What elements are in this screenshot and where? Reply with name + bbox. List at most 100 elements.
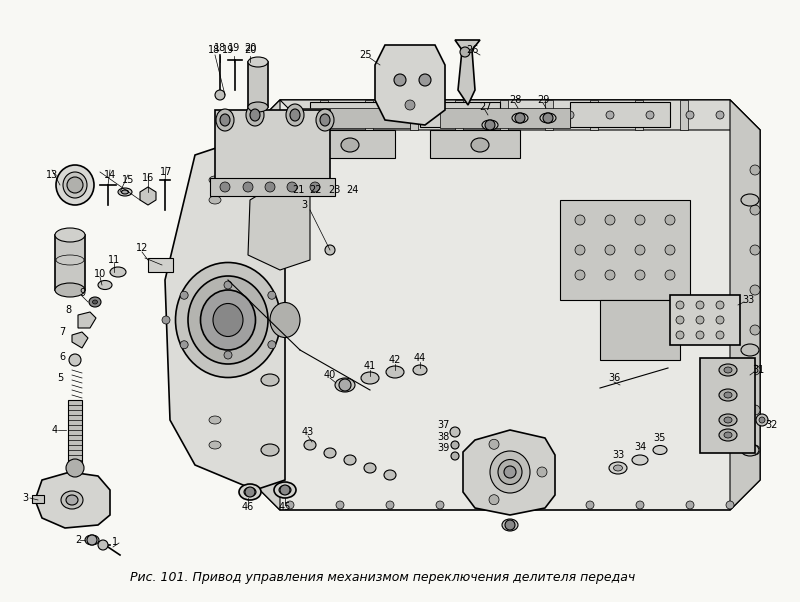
Text: 3: 3 (301, 200, 307, 210)
Bar (560, 200, 690, 300)
Text: 33: 33 (612, 450, 624, 460)
Text: 20: 20 (244, 45, 256, 55)
Ellipse shape (250, 109, 260, 121)
Bar (500, 100, 508, 130)
Text: 33: 33 (742, 295, 754, 305)
Ellipse shape (471, 138, 489, 152)
Circle shape (366, 111, 374, 119)
Circle shape (268, 291, 276, 299)
Bar (700, 358, 755, 453)
Circle shape (215, 90, 225, 100)
Ellipse shape (324, 448, 336, 458)
Text: 31: 31 (752, 365, 764, 375)
Bar (590, 100, 598, 130)
Circle shape (575, 245, 585, 255)
Bar (440, 108, 570, 128)
Bar (290, 108, 410, 128)
Text: 17: 17 (160, 167, 172, 177)
Ellipse shape (55, 228, 85, 242)
Text: 43: 43 (302, 427, 314, 437)
Circle shape (750, 445, 760, 455)
Polygon shape (72, 332, 88, 348)
Circle shape (606, 111, 614, 119)
Ellipse shape (63, 172, 87, 198)
Bar (420, 102, 500, 127)
Circle shape (696, 316, 704, 324)
Text: 41: 41 (364, 361, 376, 371)
Circle shape (486, 501, 494, 509)
Circle shape (451, 441, 459, 449)
Circle shape (286, 316, 294, 324)
Ellipse shape (93, 300, 98, 304)
Circle shape (665, 215, 675, 225)
Ellipse shape (413, 365, 427, 375)
Circle shape (180, 341, 188, 349)
Circle shape (505, 520, 515, 530)
Circle shape (486, 111, 494, 119)
Text: 16: 16 (142, 173, 154, 183)
Bar (310, 102, 390, 127)
Text: 28: 28 (509, 95, 521, 105)
Text: 34: 34 (634, 442, 646, 452)
Ellipse shape (724, 367, 732, 373)
Polygon shape (455, 40, 480, 105)
Bar (55, 235, 85, 290)
Circle shape (750, 245, 760, 255)
Ellipse shape (66, 495, 78, 505)
Circle shape (325, 245, 335, 255)
Circle shape (716, 331, 724, 339)
Circle shape (67, 177, 83, 193)
Ellipse shape (122, 190, 129, 194)
Text: 5: 5 (57, 373, 63, 383)
Text: 11: 11 (108, 255, 120, 265)
Text: 38: 38 (437, 432, 449, 442)
Ellipse shape (220, 114, 230, 126)
Circle shape (759, 417, 765, 423)
Circle shape (436, 501, 444, 509)
Text: 15: 15 (122, 175, 134, 185)
Bar (215, 110, 330, 180)
Circle shape (566, 111, 574, 119)
Bar (410, 100, 418, 130)
Bar (365, 100, 373, 130)
Circle shape (485, 120, 495, 130)
Circle shape (665, 245, 675, 255)
Bar (295, 130, 395, 158)
Circle shape (280, 485, 290, 495)
Ellipse shape (201, 290, 255, 350)
Circle shape (394, 74, 406, 86)
Polygon shape (165, 135, 285, 490)
Circle shape (310, 182, 320, 192)
Ellipse shape (244, 488, 256, 497)
Circle shape (605, 270, 615, 280)
Ellipse shape (175, 262, 281, 377)
Text: 20: 20 (244, 43, 256, 53)
Text: 12: 12 (136, 243, 148, 253)
Circle shape (460, 47, 470, 57)
Ellipse shape (632, 455, 648, 465)
Ellipse shape (274, 482, 296, 498)
Text: 40: 40 (324, 370, 336, 380)
Ellipse shape (61, 491, 83, 509)
Text: 21: 21 (292, 185, 304, 195)
Ellipse shape (361, 372, 379, 384)
Ellipse shape (724, 417, 732, 423)
Circle shape (450, 427, 460, 437)
Circle shape (646, 111, 654, 119)
Text: 42: 42 (389, 355, 401, 365)
Text: 37: 37 (437, 420, 449, 430)
Text: 36: 36 (608, 373, 620, 383)
Ellipse shape (609, 462, 627, 474)
Ellipse shape (741, 194, 759, 206)
Circle shape (605, 215, 615, 225)
Polygon shape (250, 100, 280, 510)
Text: 7: 7 (59, 327, 65, 337)
Circle shape (180, 291, 188, 299)
Ellipse shape (741, 444, 759, 456)
Polygon shape (140, 187, 156, 205)
Text: 10: 10 (94, 269, 106, 279)
Ellipse shape (213, 303, 243, 337)
Circle shape (339, 379, 351, 391)
Circle shape (162, 316, 170, 324)
Circle shape (265, 182, 275, 192)
